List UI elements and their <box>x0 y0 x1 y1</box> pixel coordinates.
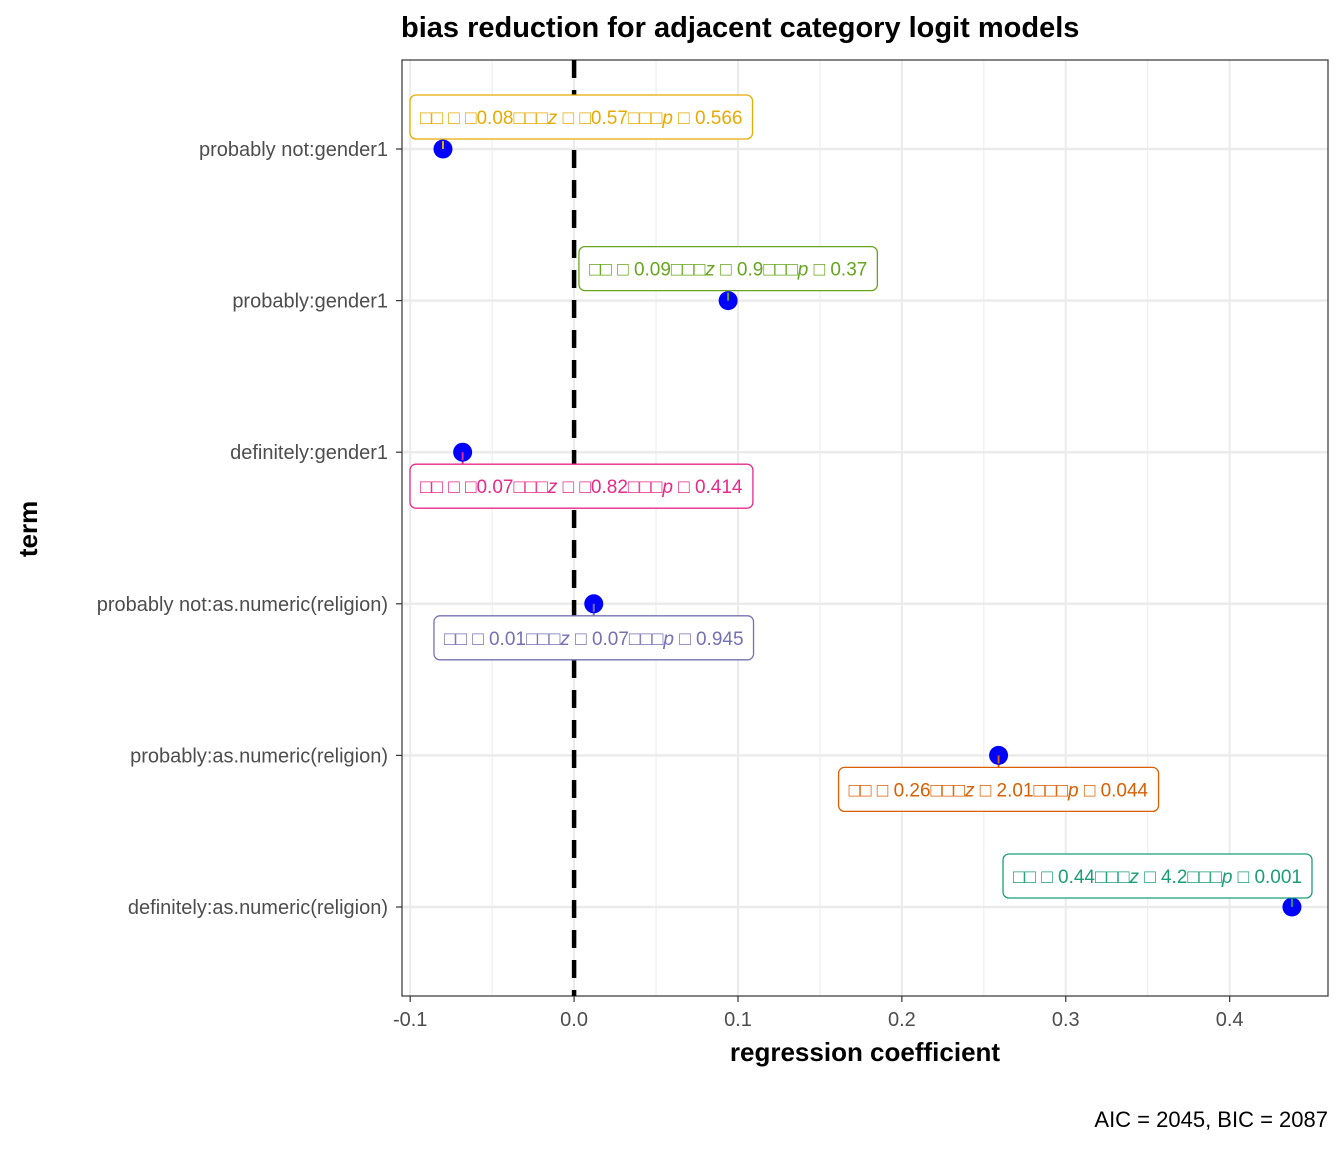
data-point-group: □□ □ □0.08□□□z □ □0.57□□□p □ 0.566 <box>409 94 754 159</box>
data-point-group: □□ □ □0.07□□□z □ □0.82□□□p □ 0.414 <box>409 442 754 509</box>
y-tick-label: probably:gender1 <box>232 291 388 313</box>
plot-panel <box>402 60 1328 996</box>
point-label-box <box>409 463 754 509</box>
x-tick-label: 0.1 <box>724 1009 752 1031</box>
data-point-group: □□ □ 0.09□□□z □ 0.9□□□p □ 0.37 <box>578 245 879 311</box>
point-label-box <box>433 615 755 661</box>
y-axis-title: term <box>13 501 43 557</box>
point-label-text: □□ □ 0.44□□□z □ 4.2□□□p □ 0.001 <box>1013 867 1302 888</box>
y-tick-label: probably not:gender1 <box>199 139 388 161</box>
x-tick-label: -0.1 <box>393 1009 427 1031</box>
point-label-text: □□ □ 0.09□□□z □ 0.9□□□p □ 0.37 <box>589 260 867 281</box>
y-tick-label: probably:as.numeric(religion) <box>130 745 388 767</box>
chart-title: bias reduction for adjacent category log… <box>401 12 1079 44</box>
point-label-text: □□ □ □0.07□□□z □ □0.82□□□p □ 0.414 <box>420 477 743 498</box>
plot-border <box>401 59 1329 997</box>
x-axis-title: regression coefficient <box>730 1037 1001 1067</box>
point-label-text: □□ □ 0.26□□□z □ 2.01□□□p □ 0.044 <box>849 780 1149 801</box>
point-label-box <box>837 766 1160 813</box>
plot-area: -0.1 0.0 0.1 0.2 0.3 0.4 probably not:gender1 p… <box>97 59 1329 1031</box>
x-tick-label: 0.2 <box>888 1009 916 1031</box>
y-tick-label: definitely:gender1 <box>230 442 388 464</box>
point-label-box <box>1002 853 1313 899</box>
x-tick-label: 0.3 <box>1052 1009 1080 1031</box>
point-label-text: □□ □ □0.08□□□z □ □0.57□□□p □ 0.566 <box>420 108 743 129</box>
y-tick-label: probably not:as.numeric(religion) <box>97 594 388 616</box>
data-point-group: □□ □ 0.26□□□z □ 2.01□□□p □ 0.044 <box>837 745 1160 813</box>
chart-caption: AIC = 2045, BIC = 2087 <box>1094 1107 1328 1132</box>
point-label-box <box>578 245 879 292</box>
x-tick-label: 0.0 <box>560 1009 588 1031</box>
data-point-group: □□ □ 0.01□□□z □ 0.07□□□p □ 0.945 <box>433 594 755 661</box>
y-tick-label: definitely:as.numeric(religion) <box>128 897 388 919</box>
point-label-box <box>409 94 754 140</box>
point-label-text: □□ □ 0.01□□□z □ 0.07□□□p □ 0.945 <box>444 629 744 650</box>
data-point-group: □□ □ 0.44□□□z □ 4.2□□□p □ 0.001 <box>1002 853 1313 917</box>
x-tick-label: 0.4 <box>1216 1009 1244 1031</box>
